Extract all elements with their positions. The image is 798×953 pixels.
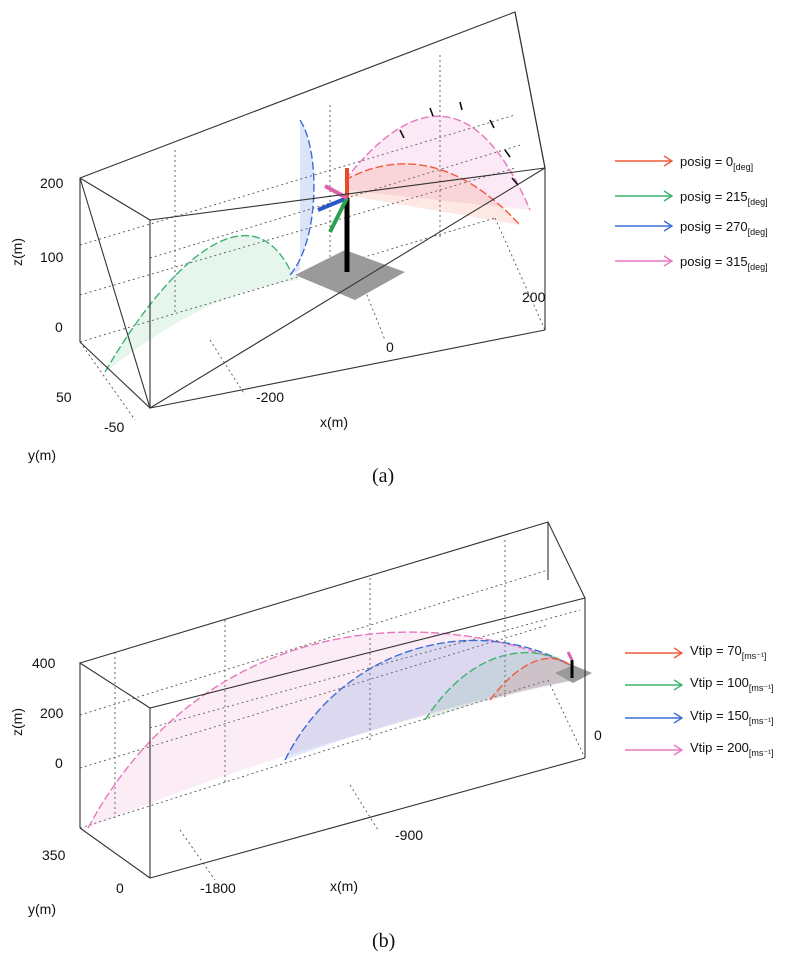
x-label-a: x(m) [320,414,348,430]
legend-b-label-2: Vtip = 150 [690,708,749,723]
panel-a-box [79,11,546,409]
z-tick-b-2: 0 [55,755,63,771]
trajectory-0 [344,163,521,226]
series-fill-315 [345,116,530,210]
svg-text:posig = 0[deg]: posig = 0[deg] [680,154,753,172]
legend-a-unit-1: [deg] [748,197,768,207]
panel-a: 200 100 0 50 -50 -200 0 200 z(m) x(m) y(… [9,11,768,487]
svg-text:Vtip = 200[ms⁻¹]: Vtip = 200[ms⁻¹] [690,740,774,758]
y-tick-a-0: 50 [56,389,72,405]
legend-b-unit-1: [ms⁻¹] [749,683,774,693]
legend-b-label-1: Vtip = 100 [690,675,749,690]
series-fill-100 [425,652,575,720]
legend-b-item-1: Vtip = 100[ms⁻¹] [625,675,774,693]
panel-b-hidden-edges [79,540,586,881]
legend-b-item-3: Vtip = 200[ms⁻¹] [625,740,774,758]
x-tick-b-1: -900 [395,827,423,843]
z-tick-a-0: 200 [40,175,64,191]
caption-a: (a) [372,465,394,487]
legend-b-item-2: Vtip = 150[ms⁻¹] [625,708,774,726]
caption-b: (b) [372,930,395,952]
legend-a-unit-2: [deg] [748,227,768,237]
z-tick-b-1: 200 [40,705,64,721]
velocity-marks-315 [399,101,519,186]
y-tick-b-0: 350 [42,847,66,863]
svg-text:posig = 215[deg]: posig = 215[deg] [680,189,768,207]
y-tick-b-1: 0 [116,880,124,896]
z-label-a: z(m) [9,238,25,266]
svg-text:posig = 315[deg]: posig = 315[deg] [680,254,768,272]
y-label-b: y(m) [28,901,56,917]
z-tick-a-2: 0 [55,319,63,335]
svg-text:Vtip = 100[ms⁻¹]: Vtip = 100[ms⁻¹] [690,675,774,693]
series-fill-270 [290,120,314,275]
z-tick-a-1: 100 [40,249,64,265]
legend-a-item-2: posig = 270[deg] [615,219,768,237]
trajectory-315 [344,115,531,211]
x-tick-b-0: -1800 [200,880,236,896]
y-label-a: y(m) [28,447,56,463]
blade-blue [317,196,348,212]
legend-a-label-2: posig = 270 [680,219,748,234]
trajectory-70 [489,657,571,701]
series-fill-150 [285,640,575,760]
legend-a-label-3: posig = 315 [680,254,748,269]
z-label-b: z(m) [9,708,25,736]
legend-a-label-0: posig = 0 [680,154,733,169]
legend-b-unit-3: [ms⁻¹] [749,748,774,758]
legend-a-unit-0: [deg] [733,162,753,172]
legend-a: posig = 0[deg] posig = 215[deg] posig = … [615,154,768,272]
series-fill-70 [490,658,575,700]
legend-b-unit-0: [ms⁻¹] [742,651,767,661]
legend-b: Vtip = 70[ms⁻¹] Vtip = 100[ms⁻¹] Vtip = … [625,643,774,758]
legend-b-item-0: Vtip = 70[ms⁻¹] [625,643,766,661]
blade-green [328,197,349,233]
svg-text:posig = 270[deg]: posig = 270[deg] [680,219,768,237]
legend-a-item-0: posig = 0[deg] [615,154,753,172]
svg-text:Vtip = 150[ms⁻¹]: Vtip = 150[ms⁻¹] [690,708,774,726]
panel-b-box [78,521,586,879]
blade-b [566,651,574,661]
series-fill-215 [105,235,300,372]
legend-a-item-3: posig = 315[deg] [615,254,768,272]
x-tick-a-2: 200 [522,289,546,305]
trajectory-215 [104,234,291,373]
legend-a-item-1: posig = 215[deg] [615,189,768,207]
legend-b-label-3: Vtip = 200 [690,740,749,755]
trajectory-150 [284,639,571,761]
legend-b-label-0: Vtip = 70 [690,643,742,658]
legend-b-unit-2: [ms⁻¹] [749,716,774,726]
legend-a-label-1: posig = 215 [680,189,748,204]
legend-a-unit-3: [deg] [748,262,768,272]
x-label-b: x(m) [330,878,358,894]
ground-plane [295,250,405,300]
y-tick-a-1: -50 [104,419,124,435]
x-tick-a-0: -200 [256,389,284,405]
series-fill-200 [88,632,575,828]
svg-text:Vtip = 70[ms⁻¹]: Vtip = 70[ms⁻¹] [690,643,766,661]
trajectory-100 [424,652,571,721]
x-tick-a-1: 0 [386,339,394,355]
x-tick-b-2: 0 [594,727,602,743]
trajectory-270 [289,119,315,276]
z-tick-b-0: 400 [32,655,56,671]
blade-pink [324,184,348,200]
panel-b: 400 200 0 350 0 -1800 -900 0 z(m) x(m) y… [9,521,774,952]
